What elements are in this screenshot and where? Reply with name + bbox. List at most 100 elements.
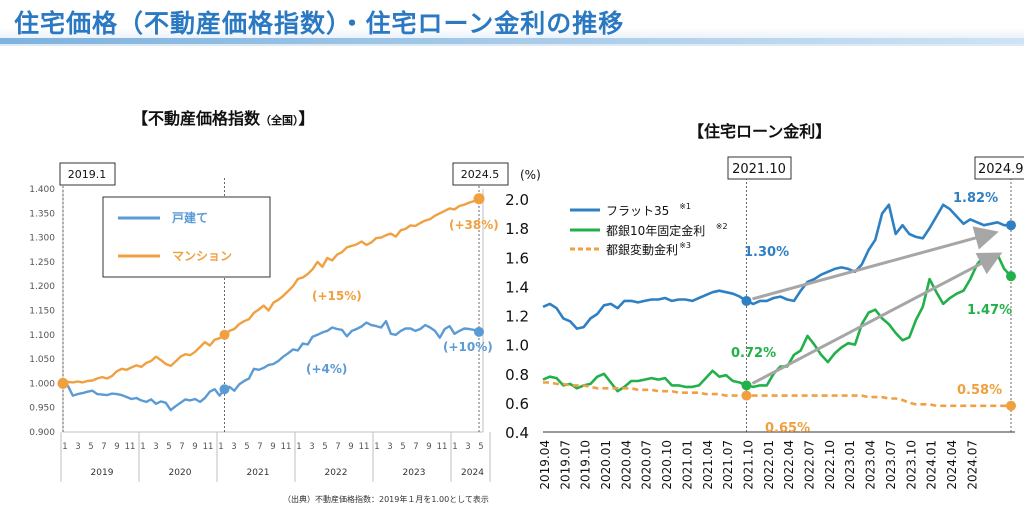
- x-month-label: 7: [257, 442, 262, 452]
- detached-end-marker: [474, 326, 484, 337]
- flat35-trend-arrow: [752, 226, 999, 301]
- x-month-label: 3: [309, 442, 314, 452]
- legend-label-flat35: フラット35: [606, 204, 669, 218]
- legend-label-fixed10: 都銀10年固定金利: [606, 223, 705, 238]
- y-tick-label: 1.300: [29, 234, 55, 244]
- x-month-label: 1: [62, 442, 67, 452]
- title-bar: 住宅価格（不動産価格指数）・住宅ローン金利の推移: [0, 0, 1024, 46]
- y-tick-label: 1.6: [505, 249, 529, 267]
- detached-2021-marker: [219, 384, 230, 395]
- x-tick-label: 2020.01: [599, 440, 613, 490]
- x-month-label: 9: [114, 442, 119, 452]
- y-tick-label: 0.6: [505, 395, 529, 413]
- end-date-label: 2024.9: [978, 162, 1024, 177]
- x-tick-label: 2023.10: [904, 440, 918, 490]
- x-month-label: 1: [140, 442, 145, 452]
- x-month-label: 3: [75, 442, 80, 452]
- x-month-label: 5: [478, 442, 483, 452]
- x-tick-label: 2021.04: [701, 440, 715, 490]
- legend-box: [102, 196, 271, 278]
- x-tick-label: 2023.01: [843, 440, 857, 490]
- x-month-label: 9: [348, 442, 353, 452]
- x-month-label: 11: [281, 442, 292, 452]
- x-tick-label: 2020.04: [619, 440, 633, 490]
- variable-end-marker: [1006, 400, 1016, 411]
- condo-end-marker: [473, 193, 485, 205]
- start-date-label: 2019.1: [68, 168, 107, 181]
- y-tick-label: 1.200: [29, 282, 55, 292]
- x-month-label: 5: [400, 442, 405, 452]
- end-date-box: [452, 162, 509, 186]
- fixed10-end-value: 1.47%: [967, 303, 1012, 318]
- price-index-chart-title: 【不動産価格指数（全国）】: [132, 105, 315, 129]
- condo-price-line: [62, 197, 480, 384]
- y-tick-label: 0.4: [505, 424, 529, 442]
- x-month-label: 9: [270, 442, 275, 452]
- x-year-label: 2020: [169, 468, 192, 478]
- title-underline: [0, 38, 1024, 44]
- legend-note-flat35: ※1: [679, 202, 691, 211]
- y-tick-label: 1.2: [505, 308, 529, 326]
- x-month-label: 3: [465, 442, 470, 452]
- y-tick-label: 1.100: [29, 331, 55, 341]
- page-title: 住宅価格（不動産価格指数）・住宅ローン金利の推移: [14, 9, 625, 38]
- flat35-end-value: 1.82%: [953, 191, 998, 206]
- x-tick-label: 2019.04: [538, 440, 552, 490]
- x-tick-label: 2020.10: [660, 440, 674, 490]
- price-index-title-main: 【不動産価格指数: [132, 109, 261, 128]
- x-tick-label: 2022.07: [803, 440, 817, 490]
- y-tick-label: 0.900: [29, 428, 55, 438]
- x-tick-label: 2022.10: [823, 440, 837, 490]
- detached-price-line: [62, 320, 480, 412]
- end-date-label: 2024.5: [461, 168, 500, 181]
- condo-2021-change: (+15%): [312, 289, 362, 303]
- fixed10-2021-marker: [741, 380, 752, 391]
- x-tick-label: 2022.01: [762, 440, 776, 490]
- x-tick-label: 2020.07: [640, 440, 654, 490]
- x-month-label: 11: [125, 442, 136, 452]
- y-tick-label: 1.400: [29, 185, 55, 195]
- x-tick-label: 2024.04: [945, 440, 959, 490]
- detached-end-change: (+10%): [443, 340, 493, 354]
- condo-end-change: (+38%): [449, 218, 499, 232]
- x-month-label: 1: [374, 442, 379, 452]
- x-tick-label: 2021.10: [741, 440, 755, 490]
- y-tick-label: 1.8: [505, 220, 529, 238]
- x-year-label: 2024: [461, 468, 484, 478]
- x-month-label: 11: [359, 442, 370, 452]
- fixed10-end-marker: [1006, 271, 1016, 282]
- detached-2021-change: (+4%): [306, 362, 347, 376]
- unit-label: (%): [520, 168, 541, 182]
- x-tick-label: 2023.04: [864, 440, 878, 490]
- variable-end-value: 0.58%: [957, 383, 1002, 398]
- price-index-title-close: 】: [298, 109, 315, 128]
- y-tick-label: 0.950: [29, 404, 55, 414]
- variable-rate-line: [543, 381, 1011, 408]
- flat35-2021-marker: [741, 295, 752, 306]
- flat35-2021-value: 1.30%: [744, 245, 789, 260]
- loan-rate-chart-title: 【住宅ローン金利】: [688, 122, 832, 141]
- x-month-label: 7: [179, 442, 184, 452]
- x-month-label: 3: [231, 442, 236, 452]
- y-tick-label: 1.0: [505, 337, 529, 355]
- flat35-end-marker: [1006, 220, 1016, 231]
- x-month-label: 7: [335, 442, 340, 452]
- x-month-label: 5: [166, 442, 171, 452]
- price-index-title-scope: （全国）: [260, 114, 299, 127]
- x-tick-label: 2022.04: [782, 440, 796, 490]
- price-index-chart: 0.900 0.950 1.000 1.050 1.100 1.150 1.200 1.250…: [29, 162, 509, 482]
- x-year-label: 2021: [247, 468, 270, 478]
- legend-label-condo: マンション: [172, 249, 232, 263]
- x-month-label: 11: [437, 442, 448, 452]
- y-tick-label: 1.050: [29, 355, 55, 365]
- x-tick-label: 2021.01: [680, 440, 694, 490]
- x-tick-label: 2019.07: [558, 440, 572, 490]
- y-tick-label: 1.250: [29, 258, 55, 268]
- x-tick-label: 2024.01: [925, 440, 939, 490]
- x-year-label: 2022: [325, 468, 348, 478]
- y-tick-label: 2.0: [505, 191, 529, 209]
- x-month-label: 5: [244, 442, 249, 452]
- legend-note-fixed10: ※2: [716, 222, 728, 231]
- end-date-box: [974, 156, 1024, 180]
